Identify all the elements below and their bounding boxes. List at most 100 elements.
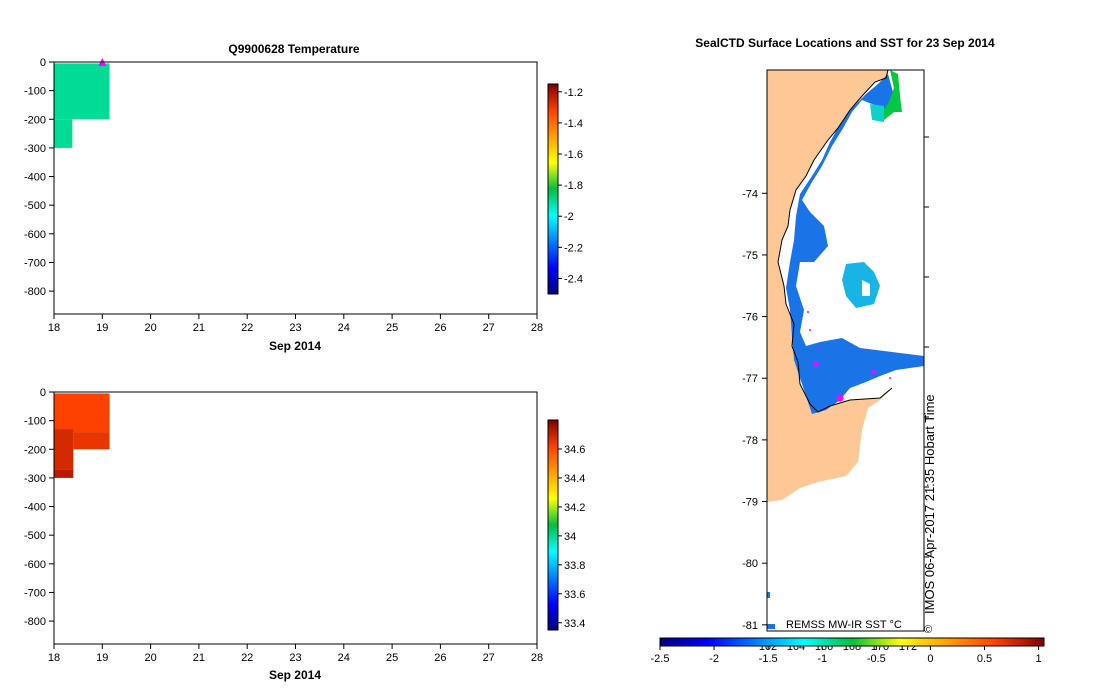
x-tick-label: 20 <box>144 322 156 334</box>
x-tick-label: 23 <box>289 322 301 334</box>
y-tick-label: -700 <box>24 257 46 269</box>
x-tick-label: 20 <box>144 652 156 664</box>
x-tick-label: 19 <box>96 322 108 334</box>
y-tick-label: -500 <box>24 200 46 212</box>
sst-speck <box>767 592 770 598</box>
colorbar-tick-label: 34.4 <box>564 473 585 485</box>
y-tick-label: -300 <box>24 143 46 155</box>
sst-band <box>786 74 924 414</box>
y-tick-label: -800 <box>24 616 46 628</box>
sst-colorbar <box>659 637 1045 647</box>
x-tick-label: 22 <box>241 322 253 334</box>
data-cell <box>54 63 110 120</box>
seal-ctd-locations <box>807 311 891 402</box>
colorbar-tick-label: -2.4 <box>564 273 583 285</box>
lat-tick-label: -78 <box>742 435 758 447</box>
colorbar-tick-label: -1.2 <box>564 87 583 99</box>
temperature-y-ticks: 0 -100 -200 -300 -400 -500 -600 -700 -800 <box>24 57 54 298</box>
sst-colorbar-tick-label: -2 <box>709 653 719 665</box>
x-tick-label: 23 <box>289 652 301 664</box>
x-tick-label: 21 <box>193 652 205 664</box>
x-tick-label: 22 <box>241 652 253 664</box>
x-tick-label: 26 <box>434 322 446 334</box>
lat-tick-label: -77 <box>742 373 758 385</box>
salinity-colorbar <box>547 419 559 631</box>
sst-colorbar-ticks: -2.5 -2 -1.5 -1 -0.5 0 0.5 1 <box>651 646 1042 665</box>
sst-colorbar-tick-label: -1 <box>817 653 827 665</box>
y-tick-label: -400 <box>24 172 46 184</box>
lat-tick-label: -75 <box>742 250 758 262</box>
y-tick-label: 0 <box>40 387 46 399</box>
sst-colorbar-tick-label: 0 <box>927 653 933 665</box>
sst-patch-hole <box>862 280 870 296</box>
sst-patch <box>842 262 880 308</box>
map-frame <box>766 69 925 632</box>
imos-timestamp: IMOS 06-Apr-2017 21:35 Hobart Time <box>922 394 937 614</box>
temperature-plot-frame <box>53 61 538 315</box>
x-tick-label: 18 <box>48 652 60 664</box>
salinity-cells <box>54 393 110 478</box>
x-tick-label: 28 <box>531 652 543 664</box>
x-tick-label: 28 <box>531 322 543 334</box>
map-area <box>767 69 924 631</box>
colorbar-tick-label: -1.4 <box>564 118 583 130</box>
colorbar-tick-label: 33.8 <box>564 560 585 572</box>
lat-tick-label: -81 <box>742 620 758 632</box>
y-tick-label: -300 <box>24 473 46 485</box>
colorbar-tick-label: -2.2 <box>564 242 583 254</box>
lat-tick-label: -79 <box>742 497 758 509</box>
y-tick-label: -700 <box>24 587 46 599</box>
coastline <box>777 69 893 413</box>
y-tick-label: -500 <box>24 530 46 542</box>
x-tick-label: 24 <box>338 322 350 334</box>
y-tick-label: -600 <box>24 229 46 241</box>
colorbar-tick-label: 34 <box>564 531 576 543</box>
sst-colorbar-label: REMSS MW-IR SST °C <box>786 619 902 631</box>
x-tick-label: 19 <box>96 652 108 664</box>
salinity-x-ticks: 18 19 20 21 22 23 24 25 26 27 28 <box>48 644 543 664</box>
y-tick-label: -100 <box>24 86 46 98</box>
x-tick-label: 26 <box>434 652 446 664</box>
salinity-colorbar-ticks: 34.6 34.4 34.2 34 33.8 33.6 33.4 <box>558 444 585 630</box>
x-tick-label: 27 <box>483 652 495 664</box>
colorbar-tick-label: 33.6 <box>564 589 585 601</box>
colorbar-tick-label: -2 <box>564 211 574 223</box>
map-panel: SealCTD Surface Locations and SST for 23… <box>651 36 1045 665</box>
y-tick-label: -100 <box>24 416 46 428</box>
temperature-xlabel: Sep 2014 <box>269 339 321 353</box>
colorbar-tick-label: 34.2 <box>564 502 585 514</box>
colorbar-tick-label: -1.8 <box>564 180 583 192</box>
sst-speck <box>767 624 775 629</box>
sst-colorbar-tick-label: 0.5 <box>977 653 992 665</box>
ctd-point <box>872 370 876 374</box>
y-tick-label: -800 <box>24 286 46 298</box>
ctd-point <box>836 394 844 402</box>
map-right-ticks <box>924 136 929 558</box>
lat-tick-label: -74 <box>742 188 758 200</box>
sst-colorbar-tick-label: 1 <box>1036 653 1042 665</box>
temperature-title: Q9900628 Temperature <box>228 42 360 56</box>
sst-colorbar-tick-label: -2.5 <box>651 653 670 665</box>
salinity-panel: 18 19 20 21 22 23 24 25 26 27 28 0 -100 -200 -300 -400… <box>24 387 585 682</box>
sst-cyan-patch <box>870 104 884 122</box>
x-tick-label: 24 <box>338 652 350 664</box>
temperature-colorbar-ticks: -1.2 -1.4 -1.6 -1.8 -2 -2.2 -2.4 <box>558 87 583 285</box>
y-tick-label: -600 <box>24 559 46 571</box>
y-tick-label: -200 <box>24 444 46 456</box>
ctd-point <box>817 347 819 349</box>
lat-tick-label: -76 <box>742 312 758 324</box>
salinity-plot-frame <box>53 391 538 645</box>
temperature-x-ticks: 18 19 20 21 22 23 24 25 26 27 28 <box>48 314 543 334</box>
ctd-point <box>813 361 819 367</box>
land-left <box>767 70 892 502</box>
x-tick-label: 27 <box>483 322 495 334</box>
ctd-point <box>889 377 891 379</box>
y-tick-label: -200 <box>24 114 46 126</box>
temperature-cells <box>54 63 110 148</box>
data-cell <box>54 469 74 478</box>
map-title: SealCTD Surface Locations and SST for 23… <box>695 36 995 50</box>
ctd-point <box>809 329 811 331</box>
sst-colorbar-tick-label: -1.5 <box>759 653 778 665</box>
copyright-symbol: © <box>924 624 932 636</box>
y-tick-label: 0 <box>40 57 46 69</box>
